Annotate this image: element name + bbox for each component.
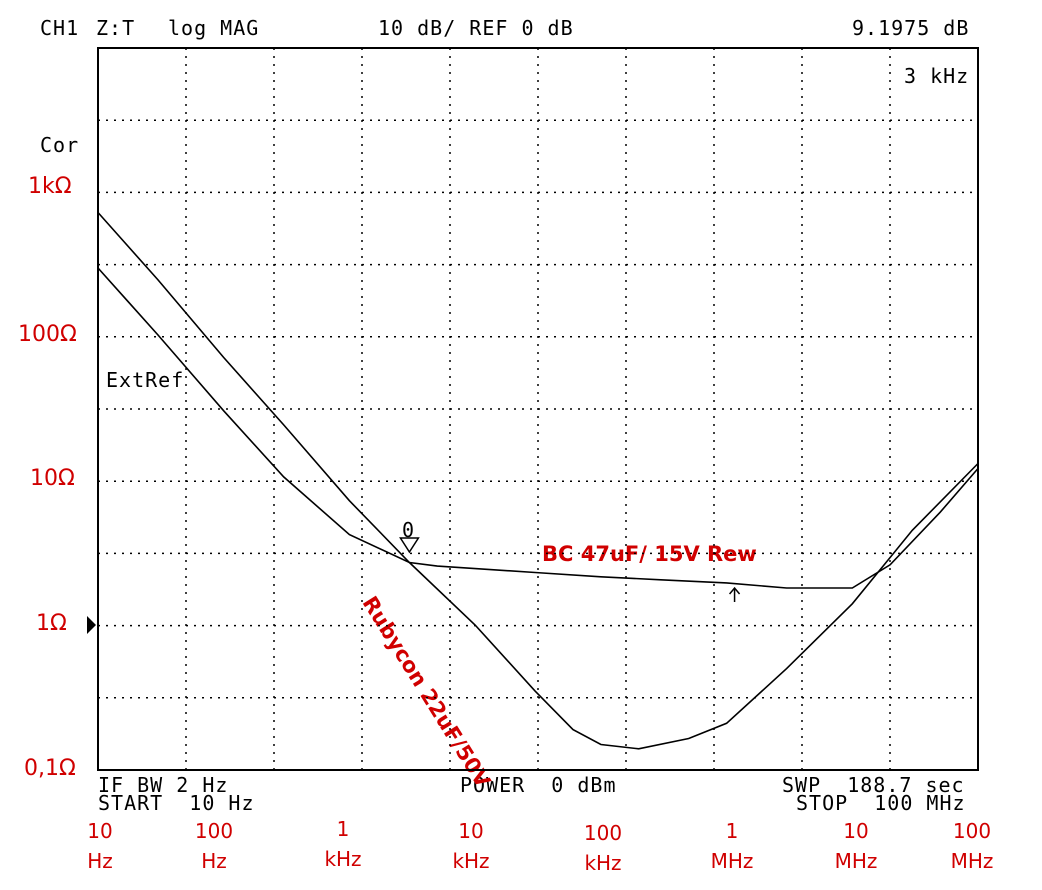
power-label: POWER 0 dBm — [460, 773, 617, 797]
x-tick-label: 1 MHz — [710, 819, 754, 873]
trace-rubycon — [97, 211, 979, 750]
plot-frame — [97, 47, 979, 771]
marker-freq: 3 kHz — [904, 64, 970, 88]
x-tick-label: 100 kHz — [583, 821, 623, 875]
ifbw-label: IF BW 2 Hz — [98, 773, 229, 797]
reference-arrow-icon — [87, 616, 96, 634]
x-tick-label: 10 kHz — [452, 819, 490, 873]
y-tick-label: 0,1Ω — [24, 756, 76, 781]
x-tick-label: 100 Hz — [194, 819, 234, 873]
start-label: START 10 Hz — [98, 791, 255, 815]
series-annotation-bc: BC 47uF/ 15V Rew — [542, 542, 757, 566]
sub-marker-arrow-icon — [728, 586, 741, 602]
marker-value: 9.1975 dB — [852, 16, 970, 40]
mode-label: Z:T — [96, 16, 136, 40]
scale-label: 10 dB/ REF 0 dB — [378, 16, 574, 40]
stop-label: STOP 100 MHz — [796, 791, 966, 815]
plot-grid — [98, 48, 978, 770]
y-tick-label: 100Ω — [18, 322, 77, 347]
y-tick-label: 10Ω — [30, 466, 75, 491]
x-tick-label: 100 MHz — [950, 819, 994, 873]
x-tick-label: 1 kHz — [324, 817, 362, 871]
sweep-label: SWP 188.7 sec — [782, 773, 965, 797]
trace-bc — [97, 267, 979, 589]
x-tick-label: 10 Hz — [87, 819, 113, 873]
marker-triangle — [399, 537, 420, 554]
plot-markers — [87, 537, 741, 634]
channel-label: CH1 — [40, 16, 80, 40]
x-tick-label: 10 MHz — [834, 819, 878, 873]
format-label: log MAG — [168, 16, 260, 40]
y-tick-label: 1Ω — [36, 611, 67, 636]
cor-label: Cor — [40, 133, 80, 157]
marker-number-label: 0 — [402, 518, 416, 542]
y-tick-label: 1kΩ — [28, 174, 72, 199]
extref-label: ExtRef — [106, 368, 185, 392]
plot-traces — [97, 211, 979, 750]
